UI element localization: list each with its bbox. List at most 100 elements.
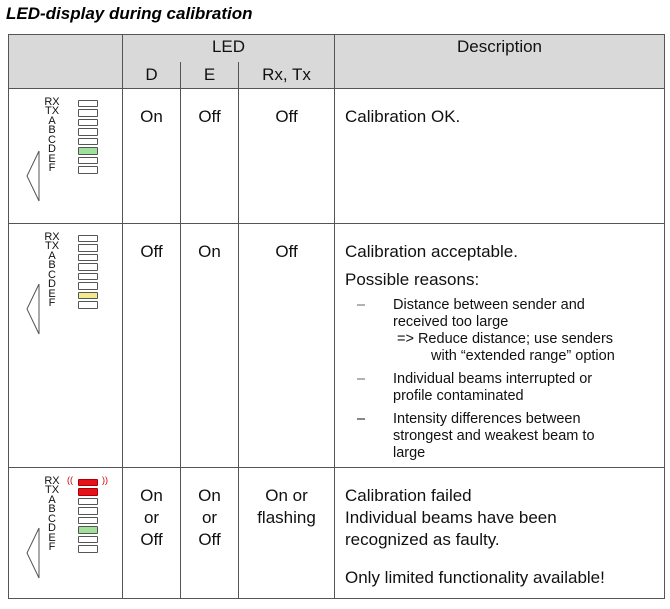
reason-line: large [393, 444, 426, 461]
description: Calibration acceptable. [345, 241, 518, 261]
reason-line: Intensity differences between [393, 410, 581, 427]
led-boxes [78, 234, 98, 311]
header-col-d: D [122, 61, 181, 89]
reason-item: – Distance between sender and received t… [345, 297, 656, 365]
led-label: RX [44, 474, 60, 487]
led-f [78, 545, 98, 553]
led-c [78, 137, 98, 145]
led-label: C [48, 133, 56, 146]
led-label: F [48, 162, 56, 174]
header-description: Description [334, 34, 665, 89]
flash-left-icon: (( [67, 474, 73, 485]
led-d [78, 526, 98, 534]
led-boxes [78, 99, 98, 176]
description: Calibration OK. [334, 97, 665, 224]
state-line: On [140, 485, 163, 505]
led-label: D [48, 143, 56, 155]
led-b [78, 263, 98, 271]
dash-bullet: – [357, 370, 366, 387]
table-row: (( )) RX TX A B C D E F On or Off [8, 474, 665, 599]
led-b [78, 507, 98, 515]
led-label: B [48, 503, 56, 515]
led-indicator: (( )) RX TX A B C D E F [9, 474, 119, 587]
led-b [78, 128, 98, 136]
flash-right-icon: )) [102, 474, 108, 485]
sensitivity-wedge-icon [26, 527, 40, 578]
led-a [78, 253, 98, 261]
reason-item: – Intensity differences between stronges… [345, 411, 656, 462]
page-title: LED-display during calibration [6, 4, 253, 23]
state-line: On or [265, 485, 308, 505]
header-empty-cell [8, 34, 123, 89]
led-label: D [48, 278, 56, 290]
sensitivity-wedge-icon [26, 283, 40, 334]
led-label: A [48, 493, 56, 506]
state-e: On or Off [180, 476, 239, 599]
state-e: Off [180, 97, 239, 224]
led-boxes [78, 478, 98, 555]
state-line: or [201, 507, 218, 527]
led-label: B [48, 259, 56, 271]
led-a [78, 497, 98, 505]
state-rxtx: On or flashing [238, 476, 335, 599]
led-tx [78, 244, 98, 252]
led-label: A [48, 249, 56, 262]
led-labels: RX TX A B C D E F [42, 474, 62, 553]
state-line: Off [198, 529, 221, 549]
spacer-row [8, 467, 665, 477]
led-indicator-cell: RX TX A B C D E F [8, 230, 123, 468]
led-indicator: RX TX A B C D E F [9, 95, 119, 208]
spacer-row [8, 223, 665, 233]
state-e: On [180, 232, 239, 468]
state-d: On or Off [122, 476, 181, 599]
led-indicator: RX TX A B C D E F [9, 230, 119, 343]
dash-bullet: – [357, 410, 366, 427]
state-line: On [198, 485, 221, 505]
reason-line: with “extended range” option [431, 347, 615, 364]
possible-reasons-heading: Possible reasons: [345, 269, 480, 289]
led-label: F [48, 541, 56, 553]
led-labels: RX TX A B C D E F [42, 95, 62, 174]
led-e [78, 291, 98, 299]
state-line: Off [140, 529, 163, 549]
led-label: TX [44, 105, 60, 117]
state-d: On [122, 97, 181, 224]
led-label: TX [44, 240, 60, 252]
led-tx [78, 109, 98, 117]
reason-line: Individual beams interrupted or [393, 370, 593, 387]
state-line: or [143, 507, 160, 527]
table-row: RX TX A B C D E F On Off Off Calibration… [8, 95, 665, 224]
state-rxtx: Off [238, 97, 335, 224]
led-c [78, 272, 98, 280]
table-row: RX TX A B C D E F Off On Off Calibration… [8, 230, 665, 468]
led-tx [78, 488, 98, 496]
led-label: E [48, 531, 56, 544]
led-indicator-cell: (( )) RX TX A B C D E F [8, 474, 123, 599]
description-cell: Calibration acceptable. Possible reasons… [334, 232, 665, 468]
state-d: Off [122, 232, 181, 468]
description-line: Individual beams have been [345, 507, 557, 527]
reason-line: profile contaminated [393, 387, 524, 404]
state-rxtx: Off [238, 232, 335, 468]
led-label: E [48, 287, 56, 300]
sensitivity-wedge-icon [26, 150, 40, 201]
led-d [78, 282, 98, 290]
led-c [78, 516, 98, 524]
led-label: D [48, 522, 56, 534]
led-d [78, 147, 98, 155]
led-label: RX [44, 95, 60, 108]
led-label: E [48, 152, 56, 165]
header-col-e: E [180, 61, 239, 89]
reason-line: Distance between sender and [393, 296, 585, 313]
reason-line: => Reduce distance; use senders [397, 330, 614, 347]
spacer-row [8, 88, 665, 98]
reason-item: – Individual beams interrupted or profil… [345, 371, 656, 405]
header-led: LED [122, 34, 335, 62]
led-rx [78, 234, 98, 242]
header-col-rxtx: Rx, Tx [238, 61, 335, 89]
led-label: RX [44, 230, 60, 243]
led-e [78, 535, 98, 543]
led-label: C [48, 512, 56, 525]
led-label: C [48, 268, 56, 281]
description-line: Only limited functionality available! [345, 567, 605, 587]
